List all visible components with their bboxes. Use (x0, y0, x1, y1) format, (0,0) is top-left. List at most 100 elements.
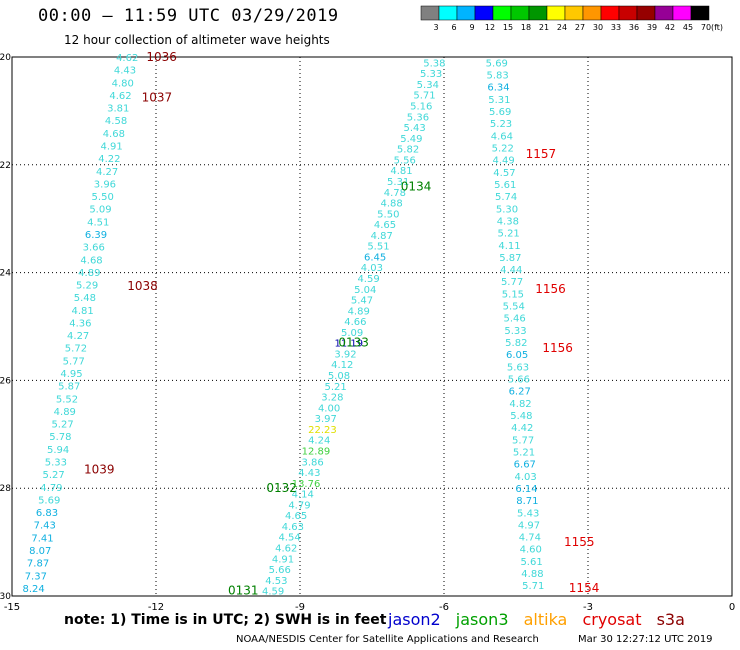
swh-value: 6.34 (487, 83, 509, 94)
colorbar-swatch (510, 5, 530, 21)
generated-date: Mar 30 12:27:12 UTC 2019 (578, 634, 713, 645)
colorbar-swatch (636, 5, 656, 21)
swh-value: 4.24 (308, 436, 330, 447)
pass-time-label: 1156 (535, 282, 566, 296)
swh-value: 5.51 (367, 242, 389, 253)
colorbar-label: 27 (575, 23, 585, 32)
swh-value: 4.60 (520, 545, 542, 556)
swh-value: 4.79 (40, 483, 62, 494)
swh-value: 5.71 (413, 91, 435, 102)
swh-value: 4.03 (361, 263, 383, 274)
pass-time-label: 1155 (564, 535, 595, 549)
x-tick-label: -9 (295, 602, 305, 613)
swh-value: 5.31 (488, 95, 510, 106)
swh-value: 3.81 (107, 104, 129, 115)
footer-credit: NOAA/NESDIS Center for Satellite Applica… (236, 634, 713, 645)
swh-value: 3.96 (94, 179, 116, 190)
swh-value: 13.76 (292, 479, 321, 490)
swh-value: 5.04 (354, 285, 376, 296)
swh-value: 4.68 (80, 255, 102, 266)
swh-value: 5.08 (328, 371, 350, 382)
swh-value: 4.91 (272, 554, 294, 565)
swh-value: 5.87 (499, 253, 521, 264)
pass-time-label: 1157 (526, 147, 557, 161)
swh-value: 5.21 (498, 229, 520, 240)
pass-time-label: 1038 (127, 279, 158, 293)
swh-value: 5.09 (341, 328, 363, 339)
swh-value: 5.43 (404, 123, 426, 134)
colorbar-label: 24 (557, 23, 567, 32)
x-tick-label: -3 (583, 602, 593, 613)
x-tick-label: -15 (4, 602, 20, 613)
swh-value: 4.62 (116, 53, 138, 64)
swh-value: 4.27 (67, 331, 89, 342)
swh-value: 4.62 (275, 543, 297, 554)
pass-time-label: 0131 (228, 584, 259, 598)
footer-note: note: 1) Time is in UTC; 2) SWH is in fe… (64, 612, 387, 628)
plot-frame (11, 56, 733, 597)
swh-value: 4.88 (521, 569, 543, 580)
swh-value: 5.50 (377, 209, 399, 220)
pass-time-label: 1156 (542, 341, 573, 355)
swh-value: 4.88 (380, 199, 402, 210)
pass-time-label: 1039 (84, 462, 115, 476)
satellite-legend: jason2 jason3 altika cryosat s3a (388, 610, 695, 629)
swh-value: 6.27 (509, 387, 531, 398)
colorbar-swatch (600, 5, 620, 21)
swh-value: 8.07 (29, 546, 51, 557)
swh-value: 4.95 (60, 369, 82, 380)
y-tick-label: -30 (0, 592, 11, 602)
swh-value: 3.97 (315, 414, 337, 425)
swh-value: 5.66 (508, 375, 530, 386)
swh-value: 7.37 (25, 571, 47, 582)
swh-value: 8.71 (516, 496, 538, 507)
colorbar-swatch (618, 5, 638, 21)
swh-value: 3.86 (301, 457, 323, 468)
y-tick-label: -20 (0, 53, 11, 63)
swh-value: 3.66 (83, 243, 105, 254)
swh-value: 5.21 (513, 447, 535, 458)
swh-value: 7.43 (34, 521, 56, 532)
swh-value: 4.91 (100, 141, 122, 152)
swh-value: 4.87 (371, 231, 393, 242)
swh-value: 4.97 (518, 520, 540, 531)
swh-value: 5.27 (43, 470, 65, 481)
chart-title: 00:00 – 11:59 UTC 03/29/2019 (38, 6, 339, 26)
swh-value: 4.38 (497, 216, 519, 227)
swh-value: 3.28 (321, 393, 343, 404)
swh-value: 5.22 (492, 144, 514, 155)
swh-value: 4.44 (500, 265, 522, 276)
swh-value: 5.30 (496, 204, 518, 215)
swh-value: 4.51 (87, 217, 109, 228)
swh-value: 4.22 (98, 154, 120, 165)
x-tick-label: 0 (729, 602, 735, 613)
swh-value: 4.81 (390, 166, 412, 177)
swh-value: 5.29 (76, 281, 98, 292)
y-tick-label: -22 (0, 161, 11, 171)
swh-value: 5.94 (47, 445, 69, 456)
colorbar-label: 42 (665, 23, 675, 32)
swh-value: 4.64 (491, 131, 513, 142)
swh-value: 6.39 (85, 230, 107, 241)
pass-time-label: 0132 (266, 481, 297, 495)
colorbar-swatch (420, 5, 440, 21)
colorbar-label: 12 (485, 23, 495, 32)
swh-value: 5.43 (517, 508, 539, 519)
pass-time-label: 0134 (401, 179, 432, 193)
colorbar-swatch (654, 5, 674, 21)
swh-value: 5.78 (49, 432, 71, 443)
swh-value: 4.27 (96, 167, 118, 178)
swh-value: 4.82 (509, 399, 531, 410)
swh-value: 4.14 (292, 490, 314, 501)
swh-value: 5.61 (520, 557, 542, 568)
colorbar-swatch (528, 5, 548, 21)
swh-value: 5.15 (502, 289, 524, 300)
swh-value: 5.69 (38, 495, 60, 506)
legend-jason2: jason2 (388, 610, 441, 629)
swh-value: 5.33 (420, 69, 442, 80)
swh-value: 4.81 (71, 306, 93, 317)
swh-value: 5.36 (407, 112, 429, 123)
swh-value: 5.83 (487, 71, 509, 82)
swh-value: 7.41 (31, 533, 53, 544)
